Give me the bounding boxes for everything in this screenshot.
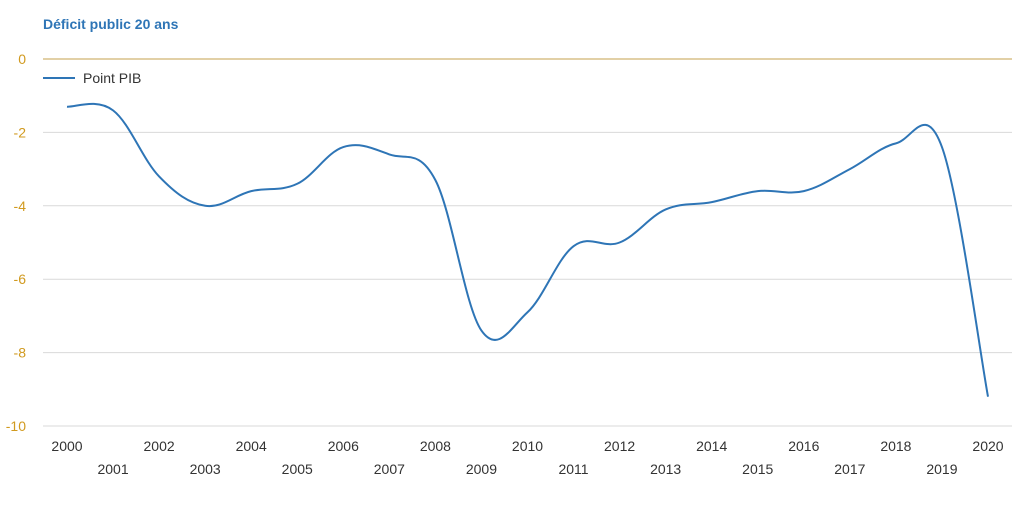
y-tick-label: -2	[14, 124, 27, 140]
x-tick-label: 2016	[788, 438, 819, 454]
x-tick-label: 2004	[236, 438, 267, 454]
x-tick-label: 2007	[374, 461, 405, 477]
chart-title: Déficit public 20 ans	[43, 16, 179, 32]
x-tick-label: 2017	[834, 461, 865, 477]
y-axis-ticks: 0 -2 -4 -6 -8 -10	[6, 51, 26, 434]
y-tick-label: -4	[14, 198, 27, 214]
x-tick-label: 2011	[558, 461, 588, 477]
series-group	[66, 102, 989, 397]
x-tick-label: 2006	[328, 438, 359, 454]
x-tick-label: 2001	[97, 461, 128, 477]
x-tick-label: 2003	[190, 461, 221, 477]
x-tick-label: 2010	[512, 438, 543, 454]
y-tick-label: 0	[18, 51, 26, 67]
x-tick-label: 2015	[742, 461, 773, 477]
y-tick-label: -8	[14, 345, 27, 361]
x-tick-label: 2009	[466, 461, 497, 477]
x-tick-label: 2000	[51, 438, 82, 454]
y-tick-label: -6	[14, 271, 27, 287]
x-tick-label: 2008	[420, 438, 451, 454]
x-tick-label: 2018	[880, 438, 911, 454]
x-axis-ticks: 2000 2001 2002 2003 2004 2005 2006 2007 2008 2009…	[51, 438, 1003, 477]
x-tick-label: 2013	[650, 461, 681, 477]
x-tick-label: 2019	[926, 461, 957, 477]
x-tick-label: 2012	[604, 438, 635, 454]
x-tick-label: 2014	[696, 438, 727, 454]
series-line-point-pib	[66, 102, 989, 397]
x-tick-label: 2005	[282, 461, 313, 477]
grid-lines	[43, 58, 1012, 427]
x-tick-label: 2002	[144, 438, 175, 454]
legend[interactable]: Point PIB	[43, 70, 141, 86]
y-tick-label: -10	[6, 418, 26, 434]
x-tick-label: 2020	[972, 438, 1003, 454]
legend-label-point-pib: Point PIB	[83, 70, 141, 86]
